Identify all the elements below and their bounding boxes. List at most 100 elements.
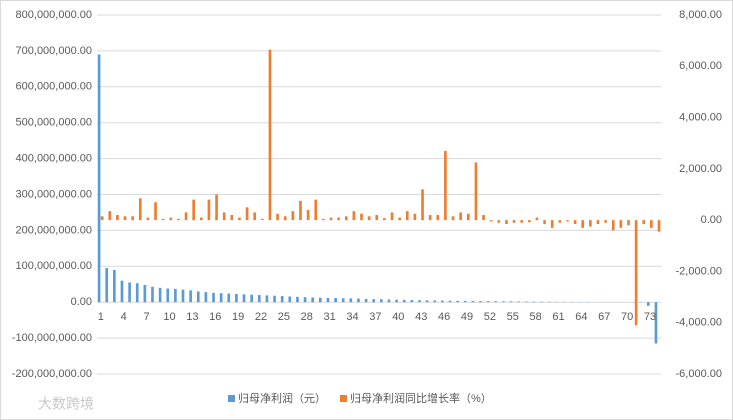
- bar: [502, 301, 505, 303]
- bar: [219, 293, 223, 303]
- y-tick-label: 800,000,000.00: [16, 9, 92, 21]
- bar: [402, 299, 406, 303]
- bar: [405, 211, 409, 221]
- bar: [154, 202, 157, 221]
- bar: [158, 287, 162, 303]
- bar: [238, 217, 241, 221]
- y2-tick-label: 6,000.00: [679, 60, 722, 72]
- bar: [235, 293, 238, 303]
- bar: [318, 297, 322, 303]
- y-tick-label: -100,000,000.00: [12, 332, 92, 344]
- bar: [341, 298, 345, 303]
- x-tick-label: 19: [232, 311, 244, 323]
- bar: [418, 300, 421, 303]
- bar: [204, 292, 208, 303]
- bar: [532, 301, 536, 303]
- bar: [97, 54, 101, 303]
- bar: [375, 215, 379, 221]
- bar: [448, 300, 452, 303]
- bar: [517, 301, 520, 303]
- y2-tick-label: 0.00: [701, 214, 722, 226]
- bar: [596, 220, 600, 224]
- x-tick-label: 58: [530, 311, 542, 323]
- bar: [123, 216, 127, 221]
- x-tick-label: 64: [575, 311, 587, 323]
- bar: [364, 298, 368, 303]
- bar: [250, 294, 253, 303]
- watermark: 大数跨境: [38, 396, 94, 412]
- bar: [657, 220, 661, 232]
- bar: [227, 293, 231, 303]
- bar: [497, 220, 501, 223]
- bar: [471, 300, 475, 303]
- bar: [288, 296, 292, 303]
- x-tick-label: 34: [346, 311, 358, 323]
- bar: [105, 268, 109, 303]
- bar: [566, 220, 569, 222]
- legend-label: 归母净利润同比增长率（%）: [350, 391, 492, 405]
- bar: [421, 189, 424, 221]
- bar: [619, 220, 623, 228]
- bar: [273, 295, 276, 303]
- bar: [177, 218, 180, 221]
- bar: [349, 298, 353, 303]
- x-tick-label: 40: [392, 311, 404, 323]
- y-tick-label: 700,000,000.00: [16, 45, 92, 57]
- bar: [196, 291, 200, 303]
- bar: [463, 300, 467, 303]
- y-tick-label: 500,000,000.00: [16, 117, 92, 129]
- x-tick-label: 70: [621, 311, 633, 323]
- y-tick-label: 0.00: [71, 296, 92, 308]
- y-tick-label: 100,000,000.00: [16, 260, 92, 272]
- x-tick-label: 25: [278, 311, 290, 323]
- legend-label: 归母净利润（元）: [238, 391, 326, 405]
- bar: [486, 301, 490, 303]
- x-tick-label: 22: [255, 311, 267, 323]
- bar: [199, 217, 203, 221]
- bar: [650, 220, 653, 228]
- bar: [558, 220, 562, 223]
- bar: [380, 299, 383, 303]
- bar: [151, 286, 154, 303]
- bar: [647, 302, 650, 306]
- bar: [329, 217, 333, 221]
- bar: [372, 299, 376, 303]
- bar: [535, 217, 539, 221]
- bar: [283, 216, 287, 221]
- bar: [604, 220, 607, 223]
- x-tick-label: 1: [98, 311, 104, 323]
- bar: [383, 218, 386, 221]
- bar: [261, 218, 264, 221]
- bar: [120, 280, 124, 303]
- x-tick-label: 67: [598, 311, 610, 323]
- bar: [489, 220, 493, 222]
- bar: [344, 216, 348, 221]
- bar: [433, 300, 437, 303]
- bar: [540, 301, 543, 303]
- x-tick-label: 31: [324, 311, 336, 323]
- bar: [459, 212, 462, 221]
- bar: [512, 220, 516, 223]
- bar: [654, 302, 658, 344]
- bar: [466, 213, 470, 221]
- bar: [456, 300, 459, 303]
- bar: [337, 217, 340, 221]
- x-tick-label: 16: [209, 311, 221, 323]
- y-tick-label: 200,000,000.00: [16, 224, 92, 236]
- bar: [494, 301, 498, 303]
- bar: [524, 301, 528, 303]
- y2-tick-label: -2,000.00: [676, 265, 722, 277]
- bar: [311, 297, 315, 303]
- bar: [387, 299, 391, 303]
- bar: [573, 220, 577, 224]
- bar: [242, 294, 246, 303]
- bar: [413, 213, 417, 221]
- bar: [169, 217, 173, 221]
- bar: [306, 209, 310, 221]
- x-tick-label: 46: [438, 311, 450, 323]
- legend-swatch: [228, 395, 235, 402]
- bar: [634, 220, 638, 326]
- bar: [192, 199, 196, 221]
- x-tick-label: 7: [144, 311, 150, 323]
- bar: [230, 215, 234, 221]
